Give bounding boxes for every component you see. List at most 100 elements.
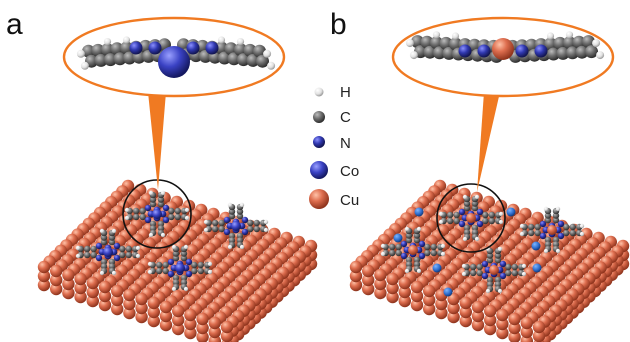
hydrogen-atom — [76, 49, 85, 58]
carbon-atom — [120, 41, 133, 55]
nitrogen-atom — [418, 252, 426, 260]
carbon-atom — [133, 213, 140, 221]
hydrogen-atom — [75, 245, 81, 251]
copper-atom — [496, 317, 509, 331]
copper-atom — [398, 276, 411, 290]
carbon-atom — [552, 212, 560, 219]
hydrogen-atom — [122, 36, 131, 44]
copper-atom — [410, 298, 424, 312]
cobalt-atom — [152, 209, 162, 219]
hydrogen-atom — [440, 251, 446, 257]
hydrogen-atom — [239, 202, 245, 208]
hydrogen-atom — [521, 271, 527, 277]
copper-atom — [62, 286, 75, 300]
carbon-atom — [197, 261, 204, 269]
hydrogen-atom — [124, 207, 130, 213]
copper-atom — [471, 300, 485, 314]
nitrogen-atom — [205, 41, 219, 55]
hydrogen-atom — [404, 226, 410, 232]
molecule-side-view-panel-b — [405, 31, 605, 63]
carbon-atom — [413, 256, 421, 264]
carbon-atom — [534, 229, 541, 237]
panel-label-a: a — [6, 8, 23, 41]
copper-atom — [159, 318, 173, 332]
copper-atom — [492, 38, 514, 60]
carbon-atom — [553, 36, 567, 50]
copper-atom — [471, 318, 485, 332]
hydrogen-atom — [183, 244, 189, 250]
carbon-atom — [172, 250, 180, 257]
carbon-atom — [91, 43, 105, 57]
hydrogen-atom — [404, 268, 410, 274]
carbon-atom — [139, 213, 146, 221]
hydrogen-atom — [135, 253, 141, 259]
copper-atom — [74, 272, 87, 286]
carbon-atom — [172, 279, 180, 286]
copper-atom — [447, 301, 460, 315]
nitrogen-atom — [95, 254, 103, 262]
carbon-atom — [405, 232, 413, 239]
copper-atom — [447, 292, 460, 306]
carbon-atom — [471, 224, 479, 232]
carbon-atom — [534, 223, 541, 231]
carbon-atom — [149, 220, 157, 228]
carbon-atom — [468, 38, 481, 52]
carbon-atom — [566, 46, 579, 60]
carbon-atom — [174, 207, 181, 215]
copper-atom — [520, 316, 533, 330]
copper-atom — [111, 293, 124, 307]
carbon-atom — [157, 220, 165, 228]
carbon-atom — [494, 252, 502, 259]
hydrogen-atom — [497, 246, 503, 252]
hydrogen-atom — [203, 227, 209, 233]
carbon-atom — [149, 225, 157, 232]
carbon-atom — [218, 51, 231, 65]
copper-atom — [459, 305, 472, 319]
nitrogen-atom — [113, 254, 121, 262]
copper-atom — [386, 290, 399, 304]
carbon-atom — [212, 225, 219, 233]
nitrogen-atom — [539, 220, 547, 228]
nitrogen-atom — [481, 272, 489, 280]
carbon-atom — [237, 53, 250, 67]
carbon-atom — [544, 241, 552, 248]
carbon-atom — [100, 238, 108, 246]
carbon-atom — [168, 213, 175, 221]
copper-atom — [362, 282, 375, 296]
hydrogen-atom — [99, 228, 105, 234]
copper-atom — [220, 320, 234, 334]
copper-atom — [50, 282, 63, 296]
nitrogen-atom — [458, 220, 466, 228]
copper-atom — [37, 260, 51, 274]
carbon-atom — [420, 35, 434, 49]
carbon-atom — [494, 256, 502, 264]
hydrogen-atom — [474, 194, 480, 200]
carbon-atom — [256, 54, 269, 68]
copper-atom — [159, 309, 173, 323]
hydrogen-atom — [497, 288, 503, 294]
carbon-atom — [486, 252, 494, 259]
carbon-atom — [108, 258, 116, 266]
carbon-atom — [157, 196, 165, 203]
copper-atom — [496, 308, 509, 322]
copper-atom — [386, 272, 399, 286]
nitrogen-atom — [557, 232, 565, 240]
hydrogen-atom — [596, 51, 605, 60]
carbon-atom — [439, 36, 453, 50]
hydrogen-atom — [438, 219, 444, 225]
carbon-atom — [253, 219, 260, 227]
hydrogen-atom — [380, 251, 386, 257]
atom-legend: H C N Co Cu — [309, 84, 359, 209]
legend-item-n: N — [313, 135, 351, 152]
carbon-atom-icon — [313, 111, 325, 123]
carbon-atom — [447, 217, 454, 225]
hydrogen-atom — [543, 206, 549, 212]
copper-atom — [86, 294, 100, 308]
carbon-atom — [212, 219, 219, 227]
carbon-atom — [108, 238, 116, 246]
carbon-atom — [552, 241, 560, 248]
carbon-atom — [100, 234, 108, 241]
carbon-atom — [511, 269, 518, 277]
legend-label-cu: Cu — [340, 192, 359, 209]
hydrogen-atom — [592, 39, 601, 48]
